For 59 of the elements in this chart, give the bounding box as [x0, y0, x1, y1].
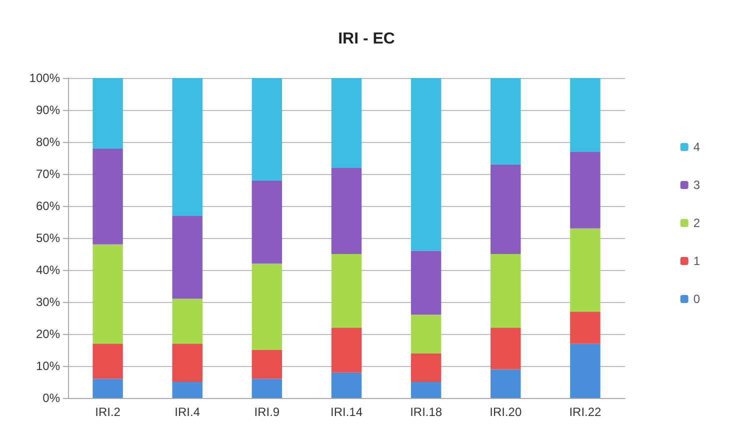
y-tick-label: 50% — [36, 231, 60, 245]
y-tick-label: 80% — [36, 135, 60, 149]
bar — [92, 78, 123, 148]
y-tick-label: 70% — [36, 167, 60, 181]
legend-label: 0 — [693, 292, 700, 306]
y-tick-label: 40% — [36, 263, 60, 277]
y-tick-label: 90% — [36, 103, 60, 117]
bar — [331, 168, 362, 254]
bar — [252, 78, 282, 180]
y-tick-label: 20% — [36, 327, 60, 341]
bar — [490, 328, 521, 370]
bar — [172, 344, 202, 382]
bar — [172, 298, 202, 344]
bar — [252, 264, 282, 350]
x-tick-label: IRI.20 — [490, 405, 522, 419]
x-tick-label: IRI.22 — [569, 405, 602, 419]
bar — [331, 254, 362, 328]
y-tick-label: 0% — [42, 391, 60, 405]
bar — [490, 164, 521, 254]
bar — [92, 378, 123, 398]
bar — [490, 78, 521, 164]
bar — [331, 328, 362, 372]
bar — [331, 78, 362, 168]
chart-title: IRI - EC — [338, 30, 396, 48]
legend-label: 4 — [693, 140, 700, 154]
y-tick-label: 60% — [36, 199, 60, 213]
bar — [92, 344, 123, 379]
bar — [570, 344, 600, 398]
bar — [172, 382, 202, 398]
bar — [92, 244, 123, 344]
bar — [92, 148, 123, 244]
bar — [570, 152, 600, 228]
bar — [172, 78, 202, 216]
bar — [570, 78, 600, 152]
x-tick-label: IRI.9 — [254, 405, 280, 419]
bar — [410, 78, 442, 251]
bar — [570, 312, 600, 344]
legend-label: 1 — [693, 254, 700, 268]
x-tick-label: IRI.14 — [330, 405, 363, 419]
y-tick-label: 100% — [29, 71, 60, 85]
bar — [331, 372, 362, 398]
bar — [410, 314, 442, 354]
bar — [410, 250, 442, 315]
x-tick-label: IRI.18 — [410, 405, 442, 419]
bar — [252, 378, 282, 398]
legend-label: 3 — [693, 178, 700, 192]
y-tick-label: 30% — [36, 295, 60, 309]
x-tick-label: IRI.4 — [174, 405, 200, 419]
bar — [410, 353, 442, 382]
bar — [410, 382, 442, 398]
bar — [252, 350, 282, 379]
bar — [490, 369, 521, 398]
bar — [172, 216, 202, 299]
bar — [490, 254, 521, 328]
legend-label: 2 — [693, 216, 700, 230]
x-tick-label: IRI.2 — [95, 405, 121, 419]
bar — [252, 180, 282, 264]
y-tick-label: 10% — [36, 359, 60, 373]
bar — [570, 228, 600, 312]
